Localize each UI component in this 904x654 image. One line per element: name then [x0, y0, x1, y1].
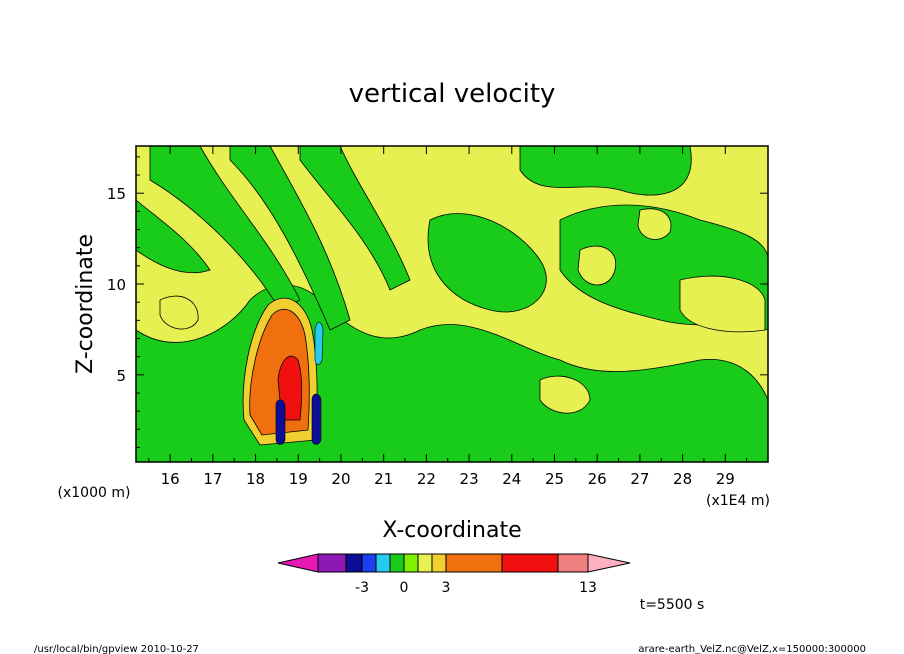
x-tick-label: 17: [203, 470, 222, 488]
x-tick-label: 20: [331, 470, 350, 488]
colorbar-segment: [389, 553, 405, 573]
x-tick-label: 28: [673, 470, 692, 488]
x-tick-label: 24: [502, 470, 521, 488]
colorbar-low-arrow: [277, 553, 319, 573]
colorbar-segment: [557, 553, 589, 573]
yellow-island-4: [159, 295, 199, 330]
yellow-contour-islands: [159, 208, 766, 414]
green-region-diagonal-2: [229, 145, 351, 331]
colorbar-segment: [317, 553, 347, 573]
updraft-cell: [242, 297, 318, 446]
downdraft-column-right: [311, 393, 322, 445]
green-region-right-upper: [519, 145, 692, 196]
y-scale-note: (x1000 m): [58, 485, 131, 501]
colorbar-high-arrow: [587, 553, 631, 573]
footer-right: arare-earth_VelZ.nc@VelZ,x=150000:300000: [638, 644, 866, 654]
yellow-island-3: [637, 208, 672, 240]
yellow-island-1: [577, 245, 617, 286]
downdraft-column-left: [275, 399, 286, 445]
x-tick-label: 16: [161, 470, 180, 488]
colorbar-segment: [375, 553, 391, 573]
x-tick-label: 26: [588, 470, 607, 488]
downdraft-column-cyan: [314, 322, 324, 365]
x-axis-ticks: 16 17 18 19 20 21 22 23 24 25 26 27 28 29: [148, 146, 748, 488]
x-axis-label: X-coordinate: [382, 518, 521, 543]
green-region-diagonal-3: [299, 145, 411, 291]
colorbar-segment: [361, 553, 377, 573]
y-tick-label: 15: [107, 185, 126, 203]
x-tick-label: 27: [630, 470, 649, 488]
colorbar-label: 0: [400, 580, 409, 596]
colorbar-segment: [445, 553, 503, 573]
yellow-island-5: [539, 375, 591, 414]
y-tick-label: 5: [116, 367, 126, 385]
colorbar-segment: [431, 553, 447, 573]
colorbar-label: -3: [355, 580, 369, 596]
colorbar: -3 0 3 13: [277, 553, 631, 596]
x-tick-label: 23: [460, 470, 479, 488]
x-tick-label: 19: [289, 470, 308, 488]
x-tick-label: 29: [716, 470, 735, 488]
x-tick-label: 18: [246, 470, 265, 488]
x-tick-label: 25: [545, 470, 564, 488]
y-tick-label: 10: [107, 276, 126, 294]
yellow-island-2: [679, 275, 766, 333]
x-scale-note: (x1E4 m): [706, 493, 770, 509]
chart-title: vertical velocity: [349, 79, 556, 109]
colorbar-segment: [403, 553, 419, 573]
colorbar-label: 13: [579, 580, 597, 596]
colorbar-segment: [417, 553, 433, 573]
y-axis-label: Z-coordinate: [73, 234, 98, 374]
colorbar-segment: [345, 553, 363, 573]
y-axis-ticks: 5 10 15: [107, 156, 768, 448]
time-label: t=5500 s: [640, 597, 705, 613]
x-tick-label: 22: [417, 470, 436, 488]
x-tick-label: 21: [374, 470, 393, 488]
colorbar-label: 3: [442, 580, 451, 596]
plot-area: [135, 145, 769, 463]
green-region-mid: [427, 213, 547, 313]
footer-left: /usr/local/bin/gpview 2010-10-27: [34, 644, 199, 654]
green-region-left: [135, 199, 211, 274]
colorbar-segment: [501, 553, 559, 573]
plot-frame: [135, 145, 769, 463]
downdraft-columns: [275, 322, 324, 445]
